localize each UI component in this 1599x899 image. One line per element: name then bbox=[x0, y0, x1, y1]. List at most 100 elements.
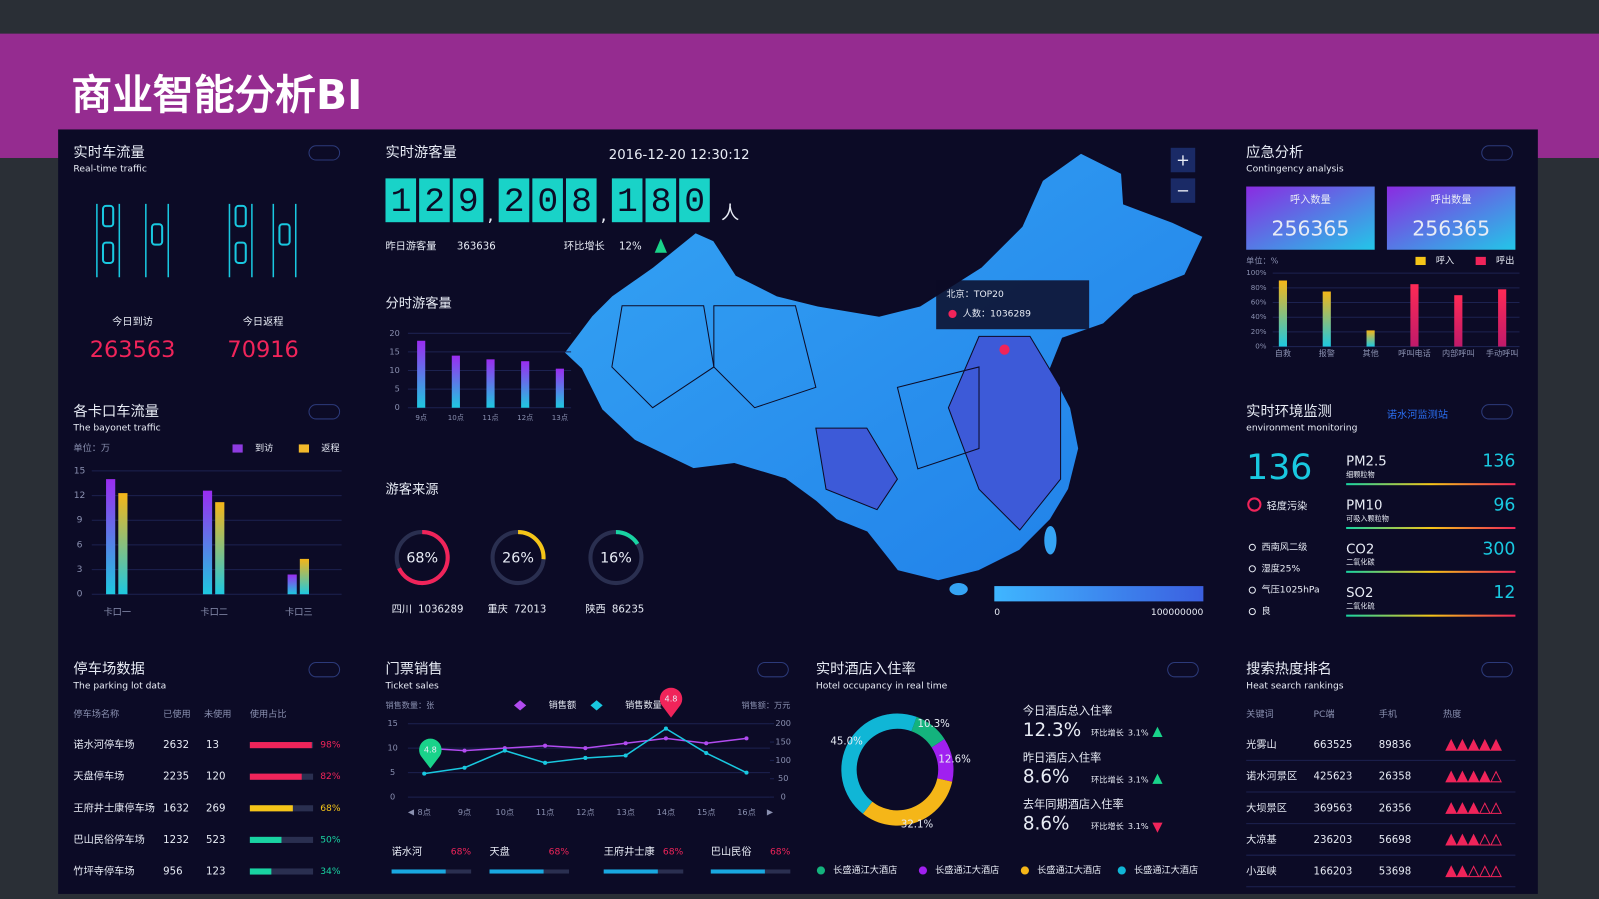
x-tick-label: 呼叫电话 bbox=[1398, 348, 1431, 358]
pollutant: PM10 bbox=[1346, 499, 1382, 514]
cell: 光雾山 bbox=[1246, 738, 1277, 751]
x-tick-label: 15点 bbox=[697, 807, 716, 817]
zoom-out[interactable]: − bbox=[1176, 181, 1190, 200]
ring-label: 16% bbox=[600, 551, 632, 567]
section-subtitle: environment monitoring bbox=[1246, 423, 1357, 434]
column-header: 手机 bbox=[1379, 708, 1397, 720]
value: 12% bbox=[619, 242, 642, 253]
x-tick-label: 11点 bbox=[482, 413, 498, 422]
change-label: 环比增长 bbox=[1091, 821, 1124, 831]
up-arrow bbox=[1152, 773, 1163, 784]
legend-label: 长盛通江大酒店 bbox=[833, 864, 897, 876]
heat-icon bbox=[1456, 833, 1469, 846]
legend-swatch bbox=[1475, 256, 1486, 266]
weather: 良 bbox=[1261, 605, 1270, 617]
pin bbox=[659, 687, 683, 718]
heat-icon bbox=[1490, 770, 1502, 783]
x-tick-label: 13点 bbox=[552, 413, 568, 422]
more-button[interactable] bbox=[1167, 662, 1199, 678]
ring bbox=[588, 530, 644, 586]
station: 诺水河监测站 bbox=[1387, 408, 1448, 421]
legend-label: 销售数量 bbox=[625, 699, 662, 711]
x-tick-label: 14点 bbox=[657, 807, 676, 817]
car-icon bbox=[234, 241, 247, 264]
more-button[interactable] bbox=[308, 145, 341, 161]
more-button[interactable] bbox=[1481, 404, 1513, 420]
heat-icon bbox=[1490, 802, 1502, 814]
zoom-in[interactable]: + bbox=[1176, 151, 1190, 170]
donut-segment bbox=[931, 739, 954, 782]
spot-pct: 68% bbox=[549, 847, 570, 858]
y-tick-label: 9 bbox=[77, 515, 83, 526]
pollutant-line bbox=[1346, 483, 1516, 486]
label: 环比增长 bbox=[564, 240, 605, 253]
digit-box bbox=[385, 178, 417, 223]
pollutant-sub: 二氧化硫 bbox=[1346, 601, 1375, 610]
cell: 425623 bbox=[1314, 772, 1353, 783]
y-tick-label: 10 bbox=[387, 743, 397, 753]
zoom-in-button[interactable] bbox=[1170, 147, 1196, 173]
cell: 956 bbox=[163, 867, 182, 878]
call-card bbox=[1246, 186, 1375, 250]
section-title: 实时车流量 bbox=[73, 144, 144, 161]
legend-label: 长盛通江大酒店 bbox=[935, 864, 999, 876]
point bbox=[704, 751, 709, 756]
digit-box bbox=[498, 178, 530, 223]
legend-label: 呼入 bbox=[1436, 255, 1454, 266]
pollutant-sub: 二氧化碳 bbox=[1346, 558, 1375, 567]
heat-icon bbox=[1478, 833, 1491, 846]
more-button[interactable] bbox=[757, 662, 789, 678]
more-button[interactable] bbox=[308, 404, 341, 420]
section-title: 门票销售 bbox=[385, 661, 442, 678]
bar bbox=[215, 502, 225, 595]
digit-box bbox=[452, 178, 484, 223]
more-button[interactable] bbox=[1481, 145, 1513, 161]
pollutant-value: 300 bbox=[1482, 539, 1515, 559]
visitor-count: 129 bbox=[391, 183, 492, 222]
usage-bar bbox=[249, 805, 293, 812]
point bbox=[623, 753, 628, 758]
more-button[interactable] bbox=[308, 662, 341, 678]
y2-tick-label: 0 bbox=[781, 792, 786, 802]
x-tick-label: 10点 bbox=[448, 413, 464, 422]
point bbox=[583, 755, 588, 760]
spot-bar bbox=[489, 869, 544, 874]
point bbox=[422, 771, 427, 776]
pollutant-sub: 可吸入颗粒物 bbox=[1346, 514, 1389, 523]
y-tick-label: 5 bbox=[395, 384, 400, 394]
legend-dot bbox=[1020, 866, 1029, 875]
tooltip-title: 北京：TOP20 bbox=[946, 288, 1004, 300]
zoom-out-button[interactable] bbox=[1170, 178, 1196, 203]
legend-swatch bbox=[232, 444, 243, 453]
heat-icon bbox=[1456, 770, 1469, 783]
province-border bbox=[611, 305, 715, 409]
usage-bar bbox=[249, 773, 302, 780]
section-title: 游客来源 bbox=[385, 480, 438, 497]
bar bbox=[1410, 284, 1419, 347]
axis-unit: 销售数量：张 bbox=[385, 700, 434, 710]
pollutant: PM2.5 bbox=[1346, 455, 1387, 470]
bar bbox=[118, 493, 128, 595]
x-tick-label: 卡口一 bbox=[104, 606, 131, 618]
cell: 269 bbox=[206, 803, 225, 814]
x-tick-label: 内部呼叫 bbox=[1442, 348, 1475, 358]
province bbox=[815, 427, 899, 511]
y-tick-label: 60% bbox=[1251, 298, 1267, 307]
tooltip-value: 人数：1036289 bbox=[963, 307, 1031, 319]
heat-icon bbox=[1467, 770, 1480, 783]
more-button[interactable] bbox=[1481, 662, 1513, 678]
cell: 王府井士康停车场 bbox=[73, 801, 155, 814]
panel bbox=[58, 129, 1538, 894]
bar bbox=[287, 574, 297, 595]
x-tick-label: 报警 bbox=[1319, 348, 1335, 358]
heat-rating bbox=[1445, 865, 1502, 878]
donut-segment bbox=[862, 778, 953, 826]
x-tick-label: 9点 bbox=[458, 807, 471, 817]
change-label: 环比增长 bbox=[1091, 727, 1124, 737]
spot-bar bbox=[603, 869, 658, 874]
bar bbox=[106, 479, 116, 595]
spot-name: 巴山民俗 bbox=[711, 846, 752, 858]
weather: 西南风二级 bbox=[1261, 541, 1307, 553]
pin-label: 4.8 bbox=[424, 745, 437, 755]
column-header: 热度 bbox=[1443, 708, 1461, 720]
